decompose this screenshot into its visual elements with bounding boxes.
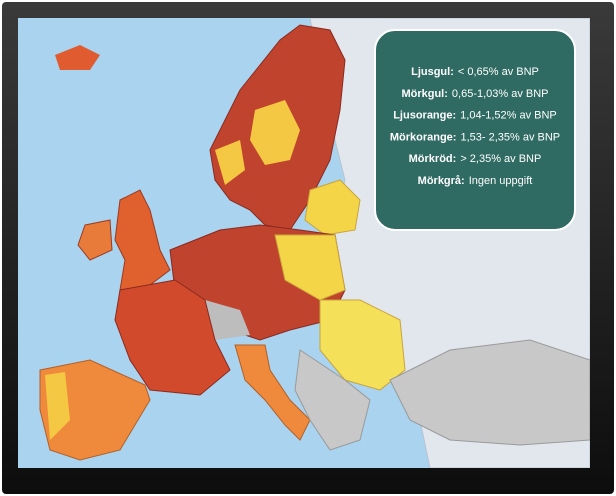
legend-term: Mörkröd:: [409, 153, 457, 165]
iberia: [39, 359, 151, 461]
legend-text: < 0,65% av BNP: [458, 66, 539, 78]
legend-entry: Mörkgrå: Ingen uppgift: [418, 175, 533, 187]
baltics: [304, 179, 361, 236]
legend-term: Mörkorange:: [390, 131, 457, 143]
switzerland: [205, 300, 250, 340]
great-britain: [114, 189, 171, 291]
legend-text: > 2,35% av BNP: [460, 153, 541, 165]
legend-box: [374, 29, 576, 231]
legend-entry: Mörkgul: 0,65-1,03% av BNP: [401, 88, 548, 100]
legend-term: Ljusorange:: [393, 110, 456, 122]
legend-entry: Ljusgul: < 0,65% av BNP: [411, 66, 539, 78]
italy: [234, 344, 311, 441]
legend-entry: Mörkröd: > 2,35% av BNP: [409, 153, 542, 165]
legend: Ljusgul: < 0,65% av BNP Mörkgul: 0,65-1,03%…: [390, 66, 560, 187]
turkey: [389, 339, 590, 446]
legend-term: Mörkgul:: [401, 88, 447, 100]
balkans: [294, 349, 371, 451]
portugal: [45, 372, 70, 440]
iceland: [55, 45, 100, 70]
legend-entry: Mörkorange: 1,53- 2,35% av BNP: [390, 131, 560, 143]
legend-text: 1,04-1,52% av BNP: [460, 110, 557, 122]
ireland: [77, 219, 113, 261]
legend-text: 0,65-1,03% av BNP: [452, 88, 549, 100]
legend-text: 1,53- 2,35% av BNP: [460, 131, 560, 143]
region: [250, 100, 300, 165]
france: [114, 279, 231, 396]
legend-term: Mörkgrå:: [418, 175, 465, 187]
region: [215, 140, 245, 185]
legend-text: Ingen uppgift: [469, 175, 533, 187]
poland: [274, 234, 346, 301]
legend-entry: Ljusorange: 1,04-1,52% av BNP: [393, 110, 557, 122]
legend-term: Ljusgul:: [411, 66, 454, 78]
